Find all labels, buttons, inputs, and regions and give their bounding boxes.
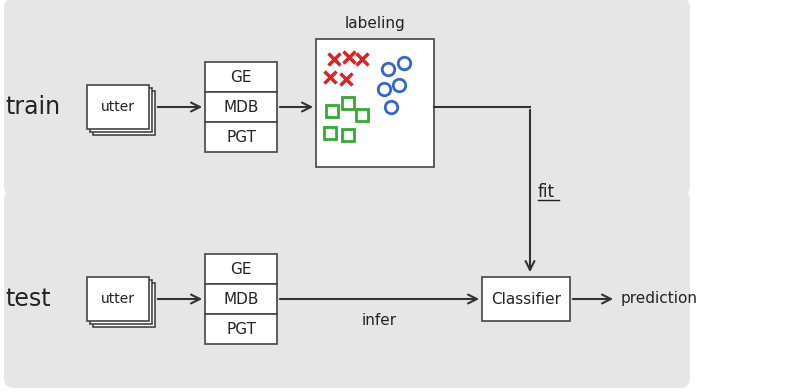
Bar [93, 283, 155, 327]
Text: MDB: MDB [224, 292, 259, 307]
Bar [93, 91, 155, 135]
Text: GE: GE [230, 69, 252, 85]
Text: infer: infer [362, 313, 397, 328]
Bar [205, 314, 277, 344]
Bar [87, 277, 149, 321]
Text: PGT: PGT [226, 321, 256, 336]
Text: train: train [5, 95, 60, 119]
Bar [482, 277, 570, 321]
Text: prediction: prediction [621, 292, 698, 307]
Text: GE: GE [230, 261, 252, 276]
Text: MDB: MDB [224, 100, 259, 114]
Bar [205, 62, 277, 92]
Bar [205, 122, 277, 152]
Text: fit: fit [538, 183, 555, 201]
Bar [205, 92, 277, 122]
Text: labeling: labeling [345, 16, 405, 31]
Bar [87, 85, 149, 129]
Text: PGT: PGT [226, 129, 256, 145]
Text: Classifier: Classifier [491, 292, 561, 307]
Bar [90, 280, 152, 324]
FancyBboxPatch shape [4, 190, 690, 388]
Bar [90, 88, 152, 132]
Bar [316, 39, 434, 167]
Bar [205, 254, 277, 284]
FancyBboxPatch shape [4, 0, 690, 196]
Text: test: test [5, 287, 51, 311]
Text: utter: utter [101, 292, 135, 306]
Bar [205, 284, 277, 314]
Text: utter: utter [101, 100, 135, 114]
